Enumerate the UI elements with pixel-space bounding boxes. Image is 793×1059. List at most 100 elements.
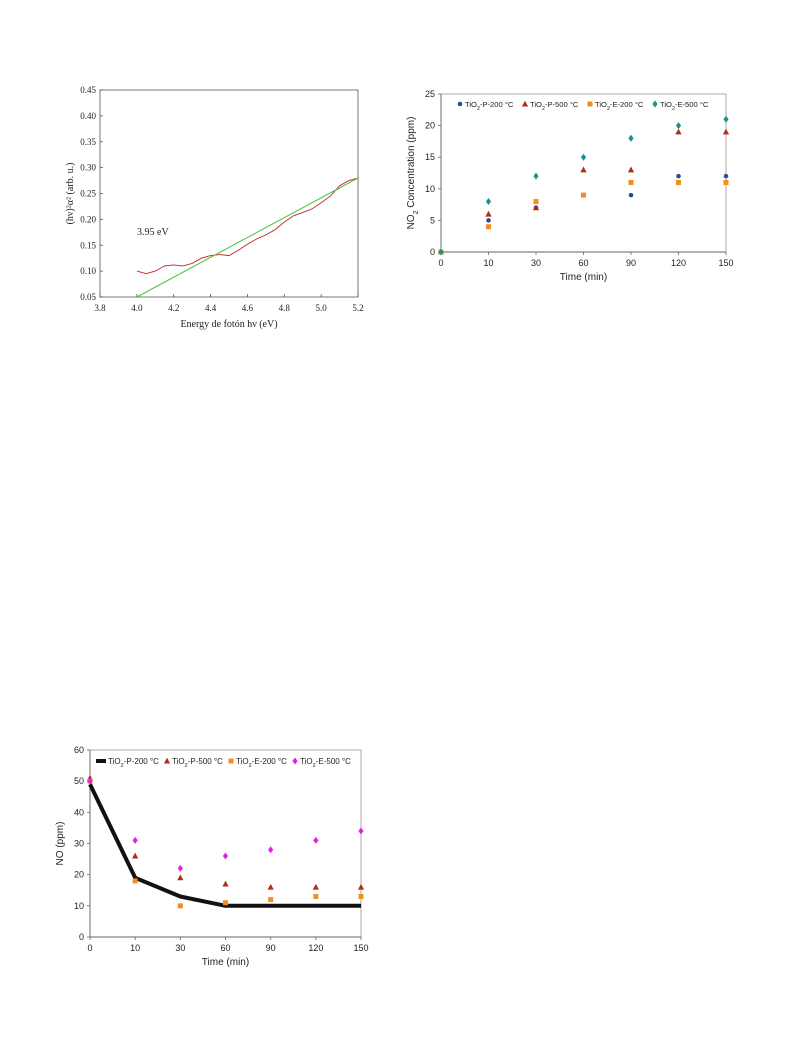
data-point xyxy=(580,153,587,161)
y-axis-label: (hν)²α² (arb. u.) xyxy=(65,163,76,225)
data-point xyxy=(533,172,539,180)
data-point xyxy=(532,204,540,211)
data-point xyxy=(132,836,138,844)
data-point xyxy=(676,179,681,185)
x-tick-label: 10 xyxy=(130,943,140,953)
data-point xyxy=(486,218,491,223)
legend-label: TiO2-E-500 °C xyxy=(300,757,351,769)
y-tick-label: 0.10 xyxy=(80,266,96,276)
plot-frame xyxy=(99,89,359,298)
data-point xyxy=(268,897,274,903)
y-tick-label: 0 xyxy=(430,247,435,257)
data-point xyxy=(222,880,229,887)
plot-frame xyxy=(440,93,727,253)
legend-label: TiO2-E-200 °C xyxy=(236,757,287,769)
x-axis-label: Time (min) xyxy=(560,272,607,283)
x-tick-label: 0 xyxy=(87,943,92,953)
legend-marker xyxy=(521,100,529,107)
y-tick-label: 0.35 xyxy=(80,137,96,147)
x-tick-label: 120 xyxy=(308,943,323,953)
plot-frame xyxy=(89,749,362,938)
y-tick-label: 60 xyxy=(74,745,84,755)
data-point xyxy=(438,248,444,256)
data-point xyxy=(132,878,138,884)
y-tick-label: 0.25 xyxy=(80,189,96,199)
x-tick-label: 90 xyxy=(626,258,636,268)
data-point xyxy=(485,210,492,217)
y-tick-label: 50 xyxy=(74,776,84,786)
data-point xyxy=(533,198,539,204)
x-tick-label: 10 xyxy=(483,258,493,268)
data-point xyxy=(267,883,274,890)
legend-label: TiO2-P-500 °C xyxy=(530,100,579,112)
data-point xyxy=(177,874,184,881)
data-point xyxy=(580,166,587,173)
x-tick-label: 60 xyxy=(578,258,588,268)
x-axis-label: Energy de fotón hν (eV) xyxy=(180,319,277,330)
x-tick-label: 150 xyxy=(353,943,368,953)
legend-marker xyxy=(457,101,463,107)
data-point xyxy=(485,197,492,205)
y-tick-label: 0.45 xyxy=(80,85,96,95)
data-point xyxy=(676,173,681,179)
x-tick-label: 3.8 xyxy=(94,303,106,313)
y-tick-label: 25 xyxy=(425,89,435,99)
y-tick-label: 10 xyxy=(74,901,84,911)
series-4 xyxy=(438,115,729,256)
y-tick-label: 20 xyxy=(425,121,435,131)
data-point xyxy=(627,166,635,173)
data-point xyxy=(358,893,364,899)
y-tick-label: 0 xyxy=(79,932,84,942)
data-point xyxy=(581,192,586,198)
data-point xyxy=(222,852,229,860)
data-point xyxy=(722,128,730,135)
data-point xyxy=(313,893,319,899)
data-point xyxy=(675,128,682,135)
data-point xyxy=(357,883,365,890)
x-tick-label: 4.0 xyxy=(131,303,143,313)
legend-label: TiO2-P-200 °C xyxy=(465,100,514,112)
x-tick-label: 4.6 xyxy=(242,303,254,313)
series-3 xyxy=(87,778,364,909)
legend-marker xyxy=(652,100,658,108)
data-point xyxy=(87,777,93,785)
data-point xyxy=(723,179,729,185)
y-tick-label: 20 xyxy=(74,870,84,880)
legend-marker xyxy=(228,758,234,764)
y-axis-label: NO (ppm) xyxy=(55,822,66,866)
legend-label: TiO2-E-200 °C xyxy=(595,100,644,112)
data-point xyxy=(675,122,682,130)
series-2 xyxy=(437,128,730,255)
x-tick-label: 150 xyxy=(718,258,733,268)
data-point xyxy=(132,852,139,859)
data-point xyxy=(268,846,274,854)
data-point xyxy=(628,179,634,185)
y-tick-label: 0.30 xyxy=(80,163,96,173)
x-tick-label: 5.0 xyxy=(316,303,328,313)
data-point xyxy=(313,836,319,844)
x-tick-label: 120 xyxy=(671,258,686,268)
series-line xyxy=(88,783,361,908)
data-point xyxy=(486,224,491,230)
y-tick-label: 40 xyxy=(74,807,84,817)
y-tick-label: 5 xyxy=(430,215,435,225)
x-tick-label: 30 xyxy=(175,943,185,953)
legend-marker xyxy=(292,757,298,765)
y-tick-label: 30 xyxy=(74,839,84,849)
band-gap-annotation: 3.95 eV xyxy=(137,227,169,238)
x-tick-label: 4.4 xyxy=(205,303,217,313)
y-tick-label: 15 xyxy=(425,152,435,162)
no-concentration-chart: 0 10 30 60 90 120 150 0 10 20 30 40 50 60 TiO2-P-200 °… xyxy=(55,745,369,968)
band-gap-chart: 3.8 4.0 4.2 4.4 4.6 4.8 5.0 5.2 0.05 0.10 0.15 0.20… xyxy=(65,85,364,330)
data-point xyxy=(177,864,183,872)
data-point xyxy=(723,115,729,123)
legend-marker xyxy=(587,101,593,107)
x-axis-label: Time (min) xyxy=(202,957,249,968)
y-tick-label: 0.40 xyxy=(80,111,96,121)
y-tick-label: 0.15 xyxy=(80,240,96,250)
legend-label: TiO2-P-200 °C xyxy=(108,757,159,769)
x-tick-label: 90 xyxy=(266,943,276,953)
absorption-curve xyxy=(136,177,359,275)
series-1 xyxy=(438,173,729,255)
